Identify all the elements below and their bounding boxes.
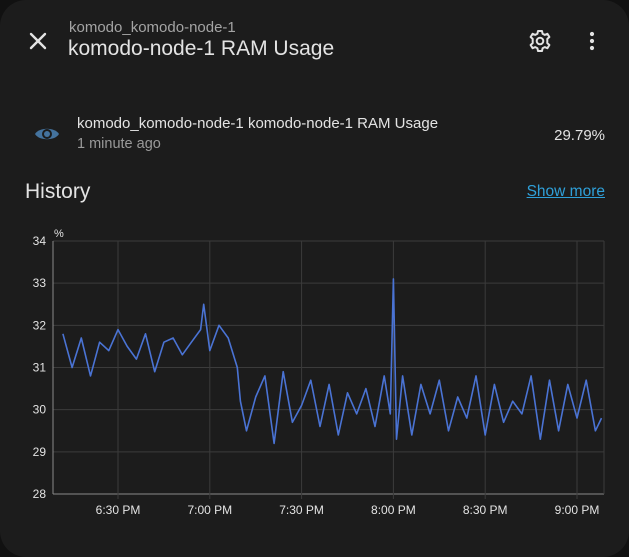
entity-name: komodo_komodo-node-1 komodo-node-1 RAM U… xyxy=(77,115,439,132)
history-heading: History xyxy=(25,180,91,203)
x-tick-label: 7:00 PM xyxy=(187,503,232,517)
y-tick-label: 32 xyxy=(33,318,47,332)
entity-last-changed: 1 minute ago xyxy=(77,136,161,152)
more-vertical-icon xyxy=(589,31,595,51)
y-axis-ticks: 28 29 30 31 32 33 34 xyxy=(33,234,47,501)
show-more-link[interactable]: Show more xyxy=(526,183,605,200)
history-chart[interactable]: 28 29 30 31 32 33 34 6:30 PM 7:00 PM 7:30 PM 8:00… xyxy=(0,222,629,527)
y-tick-label: 29 xyxy=(33,445,47,459)
x-tick-label: 9:00 PM xyxy=(555,503,600,517)
y-tick-label: 28 xyxy=(33,487,47,501)
x-axis-ticks: 6:30 PM 7:00 PM 7:30 PM 8:00 PM 8:30 PM 9:00 … xyxy=(96,503,600,517)
gear-icon xyxy=(529,30,551,52)
y-tick-label: 33 xyxy=(33,276,47,290)
chart-grid xyxy=(52,240,605,499)
y-tick-label: 34 xyxy=(33,234,47,248)
ram-usage-line xyxy=(62,278,603,445)
x-tick-label: 7:30 PM xyxy=(279,503,324,517)
eye-icon xyxy=(35,128,59,140)
entity-state-value: 29.79% xyxy=(554,127,605,144)
x-tick-label: 8:30 PM xyxy=(463,503,508,517)
x-tick-label: 6:30 PM xyxy=(96,503,141,517)
y-tick-label: 30 xyxy=(33,403,47,417)
dialog-header: komodo_komodo-node-1 komodo-node-1 RAM U… xyxy=(0,0,629,80)
settings-button[interactable] xyxy=(520,21,560,61)
dialog-title: komodo-node-1 RAM Usage xyxy=(68,37,335,60)
y-tick-label: 31 xyxy=(33,361,47,375)
close-icon xyxy=(29,32,47,50)
close-button[interactable] xyxy=(18,21,58,61)
y-axis-unit: % xyxy=(54,228,64,240)
more-options-button[interactable] xyxy=(572,21,612,61)
x-tick-label: 8:00 PM xyxy=(371,503,416,517)
dialog-subtitle: komodo_komodo-node-1 xyxy=(69,19,236,36)
